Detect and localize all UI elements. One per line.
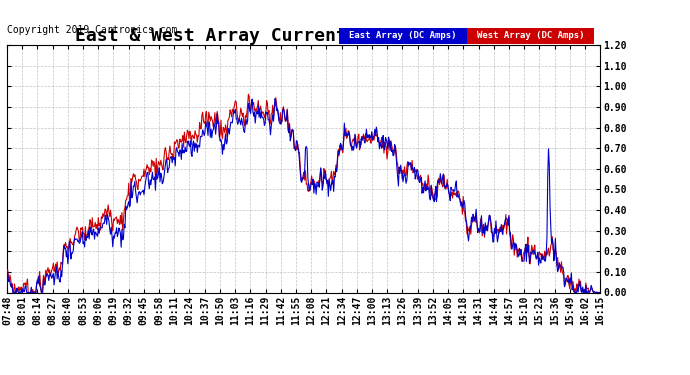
Text: East Array (DC Amps): East Array (DC Amps) [349,32,457,40]
Text: West Array (DC Amps): West Array (DC Amps) [477,32,584,40]
FancyBboxPatch shape [466,28,594,44]
Title: East & West Array Current Sun Dec 29 16:19: East & West Array Current Sun Dec 29 16:… [75,27,532,45]
FancyBboxPatch shape [339,28,466,44]
Text: Copyright 2019 Cartronics.com: Copyright 2019 Cartronics.com [8,25,178,35]
